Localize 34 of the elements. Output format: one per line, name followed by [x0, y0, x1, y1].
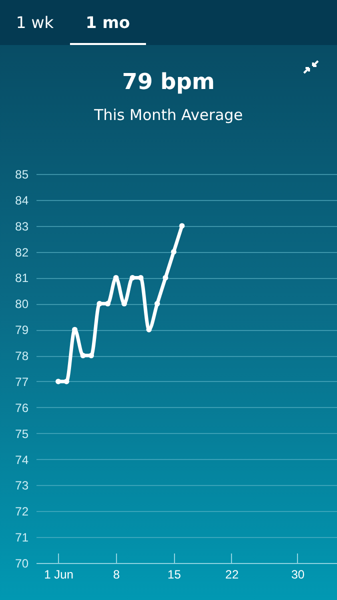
y-tick-label: 76	[15, 400, 29, 415]
x-tick-label: 1 Jun	[44, 568, 74, 582]
chart-title: 79 bpm	[122, 70, 215, 95]
y-tick-label: 71	[15, 530, 29, 545]
point	[96, 300, 102, 306]
y-tick-label: 75	[15, 426, 29, 441]
y-tick-label: 78	[15, 349, 29, 364]
point	[162, 275, 168, 280]
y-tick-label: 82	[15, 245, 29, 260]
point	[154, 300, 160, 306]
point	[170, 249, 176, 255]
x-tick-label: 30	[291, 568, 305, 582]
point	[64, 378, 70, 384]
y-tick-label: 84	[15, 193, 29, 208]
y-tick-label: 70	[15, 556, 29, 570]
point	[88, 352, 94, 358]
text: 1 mo	[70, 0, 146, 45]
y-tick-label: 81	[15, 271, 29, 286]
y-tick-label: 83	[15, 219, 29, 234]
y-tick-label: 85	[15, 168, 29, 182]
y-tick-label: 79	[15, 323, 29, 338]
point	[105, 300, 110, 306]
x-tick-label: 22	[225, 568, 239, 582]
y-tick-label: 77	[15, 374, 29, 389]
text: 1 wk	[15, 12, 55, 34]
y-tick-label: 73	[15, 478, 29, 493]
x-tick-label: 15	[168, 568, 182, 582]
x-tick-label: 8	[113, 568, 120, 582]
y-tick-label: 80	[15, 297, 29, 312]
chart-subtitle: This Month Average	[93, 106, 243, 124]
y-tick-label: 74	[15, 452, 29, 467]
point	[80, 352, 86, 358]
point	[179, 223, 185, 229]
y-tick-label: 72	[15, 504, 29, 519]
